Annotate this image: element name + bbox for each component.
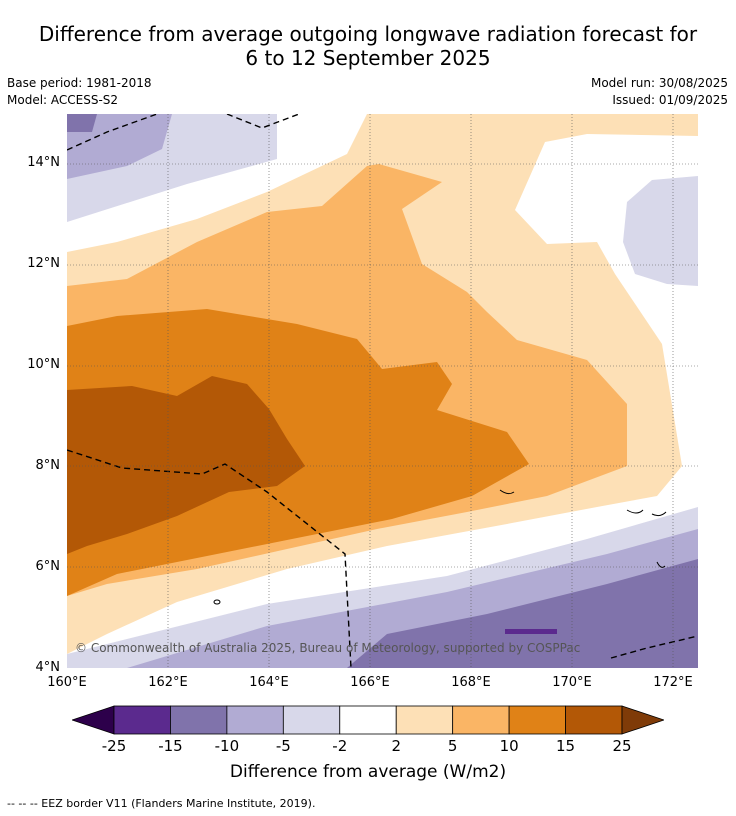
field-orange-dark	[67, 376, 305, 554]
map-panel[interactable]	[67, 114, 698, 668]
meta-left: Base period: 1981-2018 Model: ACCESS-S2	[7, 75, 152, 109]
colorbar-cell	[565, 705, 623, 735]
colorbar-tick-label: 10	[499, 737, 519, 755]
lon-label-168e: 168°E	[451, 675, 491, 690]
colorbar-tick-label: -5	[275, 737, 291, 755]
base-period: Base period: 1981-2018	[7, 76, 152, 90]
lon-label-166e: 166°E	[350, 675, 390, 690]
lat-label-8n: 8°N	[35, 458, 61, 473]
colorbar-cell	[226, 705, 284, 735]
colorbar-end-low	[72, 705, 115, 735]
colorbar-tick-label: -10	[214, 737, 240, 755]
colorbar-cell	[452, 705, 510, 735]
lon-label-160e: 160°E	[47, 675, 87, 690]
colorbar-tick-label: 5	[447, 737, 458, 755]
issued-date: Issued: 01/09/2025	[612, 93, 728, 107]
colorbar	[72, 705, 664, 735]
colorbar-tick-label: -25	[101, 737, 127, 755]
field-purple-mid-north	[67, 114, 97, 132]
title-line-1: Difference from average outgoing longwav…	[38, 22, 698, 46]
colorbar-tick-label: 15	[556, 737, 576, 755]
colorbar-tick-label: -15	[158, 737, 183, 755]
colorbar-cell	[339, 705, 397, 735]
colorbar-cell	[508, 705, 566, 735]
colorbar-cell	[395, 705, 454, 735]
colorbar-cell	[113, 705, 171, 735]
eez-border	[67, 114, 698, 668]
field-orange-mid	[67, 309, 529, 596]
lat-label-6n: 6°N	[35, 559, 61, 574]
colorbar-cell	[282, 705, 341, 735]
colorbar-end-high	[621, 705, 664, 735]
eez-legend: -- -- -- EEZ border V11 (Flanders Marine…	[7, 797, 316, 810]
lat-label-10n: 10°N	[27, 357, 60, 372]
lat-label-14n: 14°N	[27, 155, 60, 170]
colorbar-tick-label: 25	[612, 737, 632, 755]
field-purple-pale-east	[623, 176, 698, 286]
colorbar-tick-label: 2	[391, 737, 401, 755]
copyright-notice: © Commonwealth of Australia 2025, Bureau…	[75, 641, 581, 655]
lon-label-164e: 164°E	[249, 675, 289, 690]
colorbar-label: Difference from average (W/m2)	[229, 762, 507, 782]
model-run: Model run: 30/08/2025	[590, 76, 728, 90]
field-purple-light-north	[67, 114, 172, 179]
field-purple-dark-patch	[505, 629, 557, 634]
graticule	[67, 114, 698, 668]
map-title: Difference from average outgoing longwav…	[0, 22, 736, 70]
colorbar-tick-label: -2	[332, 737, 348, 755]
map-svg	[67, 114, 698, 668]
colorbar-cells	[113, 705, 623, 735]
title-line-2: 6 to 12 September 2025	[245, 46, 491, 70]
lon-label-170e: 170°E	[552, 675, 592, 690]
field-purple-mid-south	[347, 559, 698, 668]
lat-label-4n: 4°N	[35, 660, 61, 675]
colorbar-cell	[170, 705, 228, 735]
lon-label-162e: 162°E	[148, 675, 188, 690]
islands	[213, 489, 667, 605]
meta-right: Model run: 30/08/2025 Issued: 01/09/2025	[591, 75, 728, 109]
lon-label-172e: 172°E	[653, 675, 693, 690]
lat-label-12n: 12°N	[27, 256, 60, 271]
model-name: Model: ACCESS-S2	[7, 93, 119, 107]
